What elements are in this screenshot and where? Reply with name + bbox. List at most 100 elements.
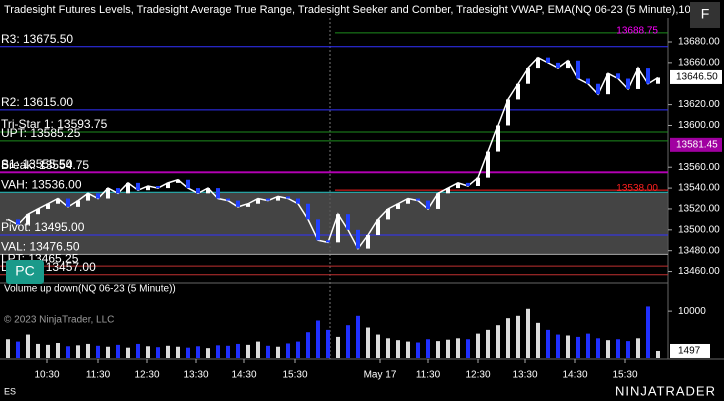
volume-bar <box>166 345 170 358</box>
volume-bar <box>576 336 580 358</box>
volume-bar <box>566 335 570 358</box>
level-label: Pivot: 13495.00 <box>1 220 85 234</box>
volume-bar <box>116 344 120 358</box>
x-tick-label: 13:30 <box>512 370 537 381</box>
volume-bar <box>256 341 260 358</box>
volume-bar <box>556 334 560 358</box>
volume-bar <box>236 343 240 358</box>
candle <box>216 188 220 199</box>
x-tick-label: 15:30 <box>612 370 637 381</box>
volume-bar <box>246 344 250 358</box>
candle <box>306 203 310 220</box>
y-tick-label: 13480.00 <box>678 245 720 256</box>
marker-label: 13538.00 <box>616 183 658 194</box>
candle <box>256 198 260 204</box>
instrument: ES <box>4 386 16 396</box>
candle <box>436 193 440 209</box>
volume-bar <box>56 343 60 358</box>
volume-bar <box>66 346 70 358</box>
volume-bar <box>596 338 600 358</box>
candle <box>626 78 630 89</box>
y-tick-label: 13520.00 <box>678 204 720 215</box>
candle <box>386 208 390 220</box>
vwap-box <box>670 137 722 152</box>
volume-bar <box>396 340 400 358</box>
logo: NINJATRADER <box>615 383 716 398</box>
y-tick-label: 13680.00 <box>678 37 720 48</box>
chart-title: Tradesight Futures Levels, Tradesight Av… <box>4 4 694 16</box>
candle <box>646 68 650 84</box>
candle <box>656 77 660 84</box>
volume-tick-label: 10000 <box>678 306 706 317</box>
candle <box>456 182 460 189</box>
volume-bar <box>506 318 510 358</box>
candle <box>176 179 180 183</box>
volume-bar <box>636 338 640 358</box>
candle <box>356 229 360 249</box>
volume-bar <box>426 339 430 358</box>
candle <box>286 196 290 199</box>
candle <box>516 83 520 100</box>
candle <box>486 151 490 178</box>
candle <box>526 68 530 84</box>
pc-badge[interactable] <box>6 260 44 284</box>
volume-bar <box>306 332 310 358</box>
volume-bar <box>356 315 360 358</box>
candle <box>276 196 280 201</box>
volume-bar <box>196 346 200 358</box>
menu-button[interactable] <box>690 2 720 28</box>
level-label: R3: 13675.50 <box>1 32 73 46</box>
x-tick-label: 11:30 <box>416 370 441 381</box>
volume-bar <box>526 308 530 358</box>
candle <box>236 200 240 207</box>
volume-bar <box>176 346 180 358</box>
candle <box>56 198 60 204</box>
candle <box>296 198 300 204</box>
level-label: R2: 13615.00 <box>1 95 73 109</box>
candle <box>586 78 590 84</box>
y-tick-label: 13560.00 <box>678 162 720 173</box>
candle <box>66 198 70 207</box>
candle <box>606 73 610 95</box>
volume-current-box <box>670 343 710 358</box>
copyright: © 2023 NinjaTrader, LLC <box>4 315 114 326</box>
volume-bar <box>606 340 610 358</box>
volume-bar <box>406 341 410 358</box>
x-tick-label: 13:30 <box>183 370 208 381</box>
volume-bar <box>146 346 150 358</box>
volume-bar <box>416 342 420 358</box>
candle <box>566 60 570 69</box>
level-label: UPT: 13585.25 <box>1 126 81 140</box>
candle <box>416 198 420 201</box>
candle <box>126 182 130 194</box>
pc-badge-label[interactable]: PC <box>15 263 34 279</box>
candle <box>146 186 150 191</box>
candle <box>26 214 30 225</box>
volume-bar <box>386 338 390 358</box>
candle <box>316 219 320 241</box>
volume-bar <box>376 334 380 358</box>
volume-bar <box>616 339 620 358</box>
candle <box>86 193 90 201</box>
candle <box>346 214 350 230</box>
volume-bar <box>156 347 160 358</box>
candle <box>476 177 480 186</box>
candle <box>16 219 20 225</box>
candle <box>636 68 640 89</box>
volume-bar <box>16 341 20 358</box>
x-tick-label: 12:30 <box>465 370 490 381</box>
candle <box>376 219 380 236</box>
candle <box>76 200 80 207</box>
volume-bar <box>326 329 330 358</box>
candle <box>446 188 450 194</box>
volume-current-label: 1497 <box>678 346 701 357</box>
candle <box>196 188 200 194</box>
volume-bar <box>126 347 130 358</box>
candle <box>186 179 190 189</box>
candle <box>266 198 270 201</box>
menu-button-label[interactable]: F <box>701 6 710 22</box>
vwap-label: 13581.45 <box>676 139 718 150</box>
x-tick-label: 12:30 <box>134 370 159 381</box>
candle <box>136 182 140 191</box>
